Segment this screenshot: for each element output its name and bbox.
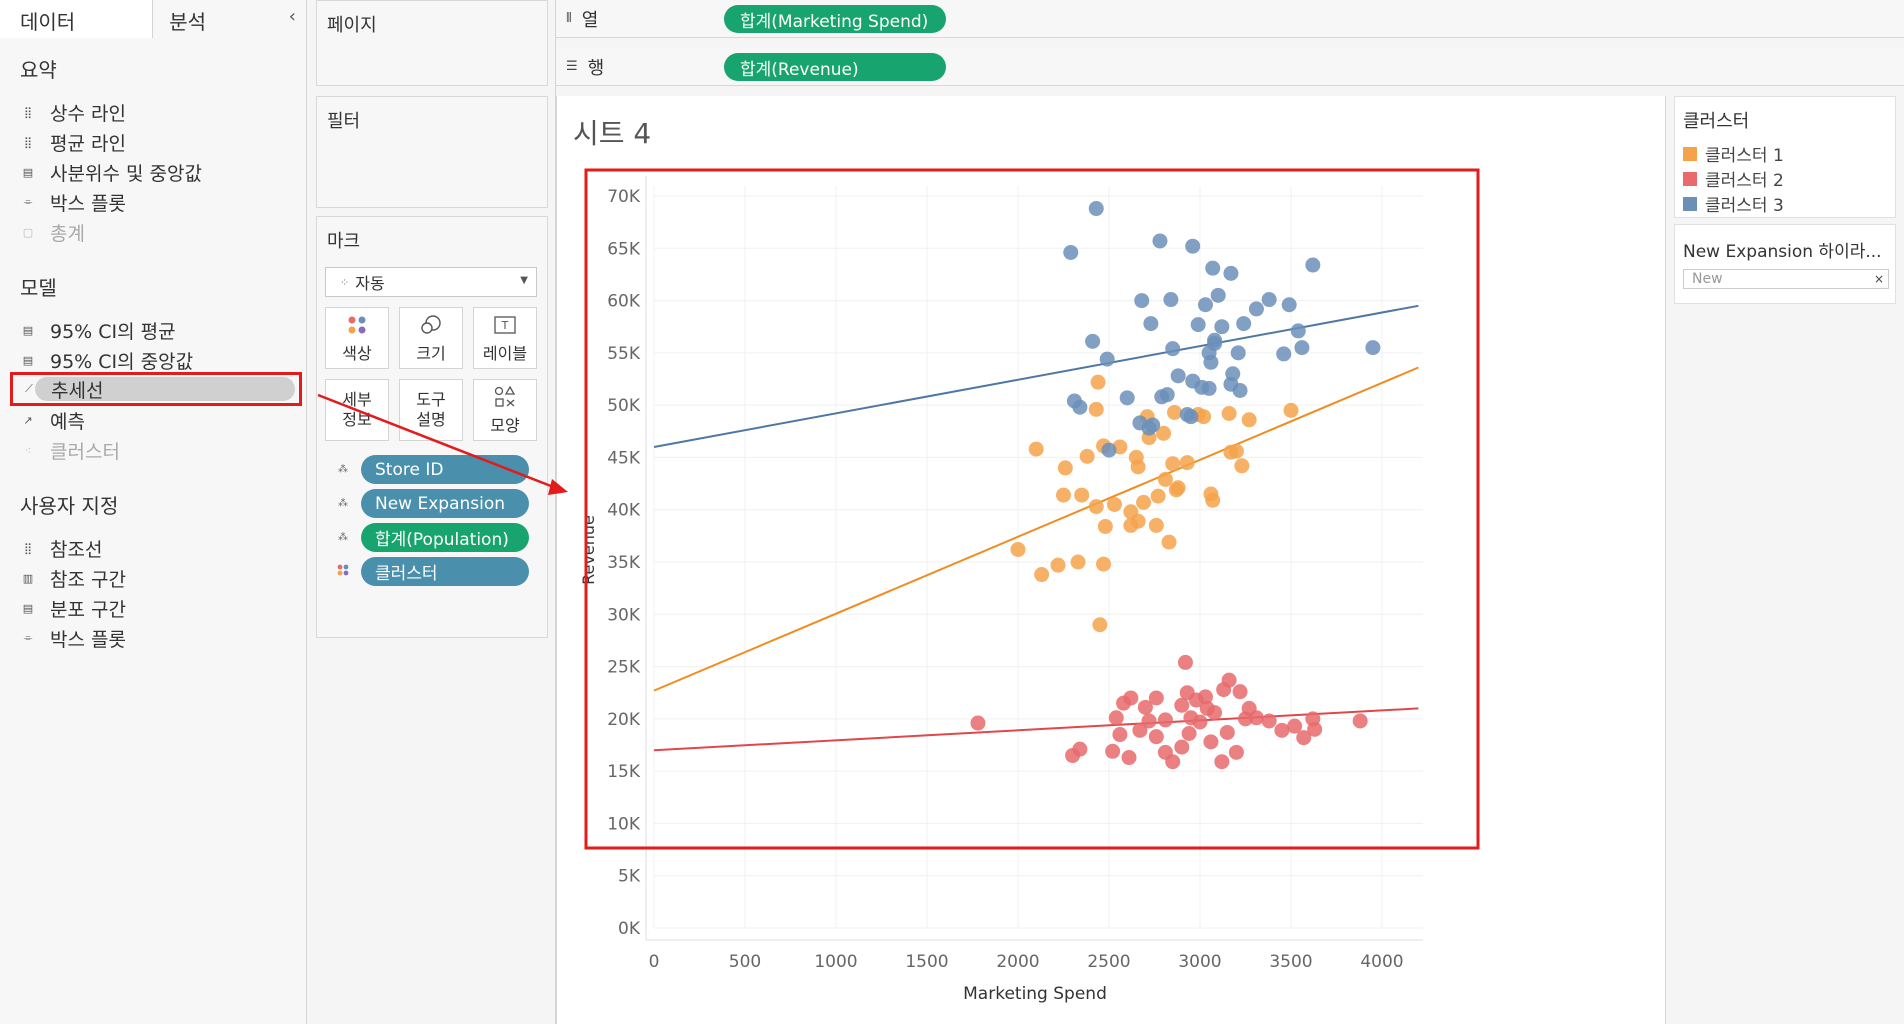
analysis-item-totals[interactable]: ▢ 총계 xyxy=(20,218,85,246)
shape-icon xyxy=(494,384,516,410)
analysis-item-median-ci[interactable]: ▤ 95% CI의 중앙값 xyxy=(20,346,193,374)
band-icon: ▥ xyxy=(22,571,34,585)
analysis-item-cluster[interactable]: ⁖ 클러스터 xyxy=(20,436,120,464)
legend-swatch xyxy=(1683,146,1697,161)
totals-icon: ▢ xyxy=(22,225,34,239)
tab-analysis[interactable]: 분석 xyxy=(153,0,306,38)
rows-shelf[interactable]: ☰ 행 합계(Revenue) xyxy=(556,48,1904,86)
detail-icon: ⁂ xyxy=(338,498,348,509)
pill-sum-marketing-spend[interactable]: 합계(Marketing Spend) xyxy=(724,5,946,33)
mark-size-button[interactable]: 크기 xyxy=(399,307,463,369)
analysis-item-constant-line[interactable]: ⣿ 상수 라인 xyxy=(20,98,126,126)
pages-card[interactable]: 페이지 xyxy=(316,0,548,86)
pages-title: 페이지 xyxy=(327,15,377,36)
band-icon: ▤ xyxy=(22,353,34,367)
detail-icon: ⁂ xyxy=(338,532,348,543)
drag-highlight xyxy=(35,377,295,401)
analysis-item-box-plot-custom[interactable]: ⌯ 박스 플롯 xyxy=(20,624,126,652)
highlight-filter-card: New Expansion 하이라... New × xyxy=(1674,224,1896,304)
legend-swatch xyxy=(1683,196,1697,211)
cluster-legend[interactable]: 클러스터 클러스터 1 클러스터 2 클러스터 3 xyxy=(1674,96,1896,218)
mark-label-button[interactable]: T 레이블 xyxy=(473,307,537,369)
legend-swatch xyxy=(1683,171,1697,186)
section-title-summary: 요약 xyxy=(20,58,57,82)
box-plot-icon: ⌯ xyxy=(23,195,33,208)
pill-store-id[interactable]: Store ID xyxy=(361,455,529,484)
analysis-item-forecast[interactable]: ↗ 예측 xyxy=(20,406,85,434)
mark-detail-button[interactable]: 세부 정보 xyxy=(325,379,389,441)
mark-pill-row: ⁂ 합계(Population) xyxy=(335,523,529,552)
analysis-item-reference-line[interactable]: ⣿ 참조선 xyxy=(20,534,102,562)
svg-text:T: T xyxy=(501,319,509,332)
mark-shape-button[interactable]: 모양 xyxy=(473,379,537,441)
pill-new-expansion[interactable]: New Expansion xyxy=(361,489,529,518)
cards-pane: 페이지 필터 마크 ⁘ 자동 ▼ 색상 크기 xyxy=(308,0,556,1024)
collapse-pane-icon[interactable]: ‹ xyxy=(288,6,296,27)
band-icon: ▤ xyxy=(22,323,34,337)
worksheet: 시트 4 xyxy=(556,96,1666,1024)
filters-card[interactable]: 필터 xyxy=(316,96,548,208)
highlighter-title: New Expansion 하이라... xyxy=(1683,242,1882,262)
legend-item[interactable]: 클러스터 3 xyxy=(1683,191,1895,216)
highlighter-input[interactable]: New × xyxy=(1683,269,1889,289)
label-icon: T xyxy=(494,312,516,338)
tab-data[interactable]: 데이터 xyxy=(0,0,154,38)
cluster-icon: ⁖ xyxy=(24,443,32,457)
auto-mark-icon: ⁘ xyxy=(340,275,350,289)
left-tabs: 데이터 분석 ‹ xyxy=(0,0,306,38)
mark-pill-row: 클러스터 xyxy=(335,557,529,586)
marks-title: 마크 xyxy=(327,231,361,252)
legend-item[interactable]: 클러스터 2 xyxy=(1683,166,1895,191)
pill-cluster[interactable]: 클러스터 xyxy=(361,557,529,586)
columns-shelf[interactable]: ⦀ 열 합계(Marketing Spend) xyxy=(556,0,1904,38)
columns-label: ⦀ 열 xyxy=(566,9,599,31)
section-title-custom: 사용자 지정 xyxy=(20,494,119,518)
line-chart-icon: ⣿ xyxy=(23,135,33,149)
mark-type-dropdown[interactable]: ⁘ 자동 ▼ xyxy=(325,267,537,297)
color-icon xyxy=(335,564,351,579)
marks-card: 마크 ⁘ 자동 ▼ 색상 크기 T xyxy=(316,216,548,638)
analysis-item-reference-band[interactable]: ▥ 참조 구간 xyxy=(20,564,126,592)
analysis-item-box-plot[interactable]: ⌯ 박스 플롯 xyxy=(20,188,126,216)
detail-icon: ⁂ xyxy=(338,464,348,475)
pill-sum-revenue[interactable]: 합계(Revenue) xyxy=(724,53,946,81)
mark-tooltip-button[interactable]: 도구 설명 xyxy=(399,379,463,441)
analysis-item-average-ci[interactable]: ▤ 95% CI의 평균 xyxy=(20,316,176,344)
box-plot-icon: ⌯ xyxy=(23,631,33,644)
mark-pill-row: ⁂ New Expansion xyxy=(335,489,529,518)
band-icon: ▤ xyxy=(22,165,34,179)
sheet-title: 시트 4 xyxy=(573,117,652,150)
analysis-item-trend-line[interactable]: ⟋ 추세선 xyxy=(10,372,302,406)
band-icon: ▤ xyxy=(22,601,34,615)
analysis-item-distribution-band[interactable]: ▤ 분포 구간 xyxy=(20,594,126,622)
filters-title: 필터 xyxy=(327,111,361,132)
legend-title: 클러스터 xyxy=(1683,111,1750,132)
pill-sum-population[interactable]: 합계(Population) xyxy=(361,523,529,552)
line-chart-icon: ⣿ xyxy=(23,105,33,119)
clear-icon[interactable]: × xyxy=(1873,272,1884,286)
columns-icon: ⦀ xyxy=(566,11,572,26)
color-icon xyxy=(347,312,367,338)
rows-label: ☰ 행 xyxy=(566,57,605,79)
legend-item[interactable]: 클러스터 1 xyxy=(1683,141,1895,166)
left-analysis-pane: 데이터 분석 ‹ 요약 ⣿ 상수 라인 ⣿ 평균 라인 ▤ 사분위수 및 중앙값 ⌯ 박… xyxy=(0,0,307,1024)
rows-icon: ☰ xyxy=(566,59,578,74)
forecast-icon: ↗ xyxy=(23,413,33,427)
mark-color-button[interactable]: 색상 xyxy=(325,307,389,369)
section-title-model: 모델 xyxy=(20,276,57,300)
legend-pane: 클러스터 클러스터 1 클러스터 2 클러스터 3 New Expansion … xyxy=(1666,96,1904,1024)
line-chart-icon: ⣿ xyxy=(23,541,33,555)
size-icon xyxy=(420,312,442,338)
chevron-down-icon: ▼ xyxy=(520,275,528,286)
mark-pill-row: ⁂ Store ID xyxy=(335,455,529,484)
analysis-item-median-quartiles[interactable]: ▤ 사분위수 및 중앙값 xyxy=(20,158,202,186)
trend-line-icon: ⟋ xyxy=(25,382,33,395)
analysis-item-average-line[interactable]: ⣿ 평균 라인 xyxy=(20,128,126,156)
